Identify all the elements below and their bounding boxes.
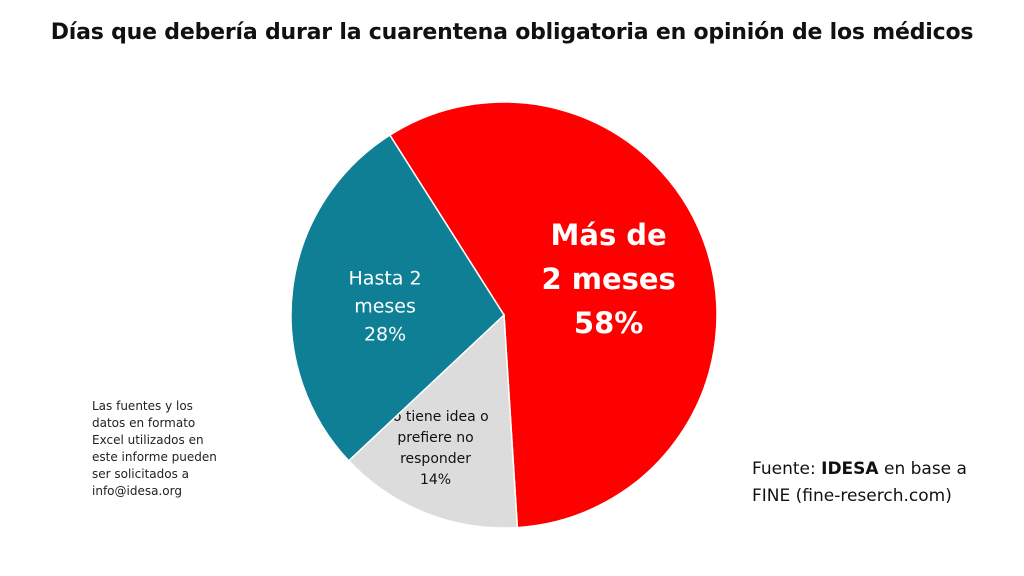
slice-category-label: 2 meses [541,262,675,296]
chart-title: Días que debería durar la cuarentena obl… [50,20,974,45]
slice-category-label: Hasta 2 [349,268,422,290]
slice-category-label: meses [354,296,416,318]
pie-slice [347,313,519,529]
source-suffix: en base a [878,459,967,479]
slice-category-label: responder [400,451,471,467]
slice-category-label: prefiere no [397,430,473,446]
pie-slice [388,101,718,529]
slice-value-label: 28% [364,324,406,346]
source-prefix: Fuente: [752,459,822,479]
source-brand: IDESA [821,459,879,479]
slice-category-label: Más de [551,218,667,252]
pie-slice [290,134,505,462]
slice-category-label: No tiene idea o [382,409,488,425]
data-availability-note: Las fuentes y los datos en formato Excel… [92,399,217,498]
slice-value-label: 14% [420,472,451,488]
source-line2: FINE (fine-reserch.com) [752,486,952,506]
slice-value-label: 58% [574,306,643,340]
source-credit: Fuente: IDESA en base a FINE (fine-reser… [752,456,1012,510]
